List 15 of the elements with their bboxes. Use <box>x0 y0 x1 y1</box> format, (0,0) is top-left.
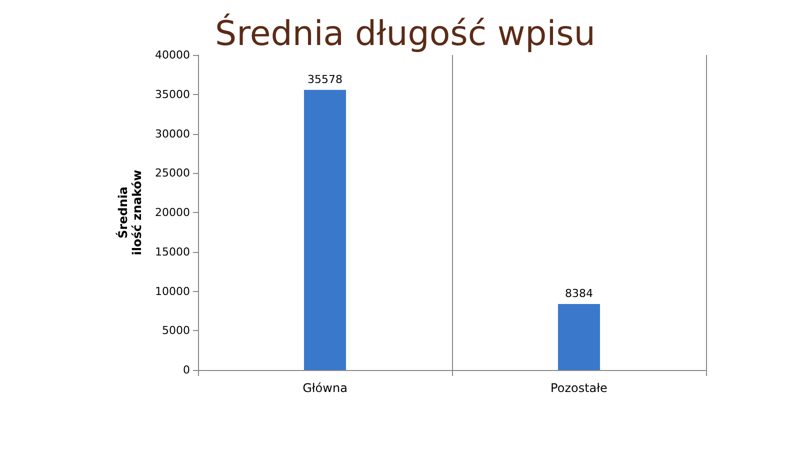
y-tick-label: 20000 <box>155 206 190 219</box>
y-tick-label: 5000 <box>162 324 190 338</box>
x-tick-label: Główna <box>302 381 348 395</box>
y-tick-label: 10000 <box>155 284 190 298</box>
y-tick-label: 15000 <box>155 245 190 258</box>
y-tick-label: 0 <box>183 364 190 376</box>
data-label: 8384 <box>565 286 593 300</box>
data-label: 35578 <box>308 72 342 86</box>
y-axis-title: Średnia ilość znaków <box>115 170 144 256</box>
y-tick-label: 40000 <box>155 48 190 62</box>
chart-title: Średnia długość wpisu <box>215 13 596 54</box>
y-tick-label: 35000 <box>155 88 190 101</box>
y-tick-label: 30000 <box>155 127 190 140</box>
x-tick-label: Pozostałe <box>550 381 608 395</box>
y-tick-label: 25000 <box>155 166 190 180</box>
